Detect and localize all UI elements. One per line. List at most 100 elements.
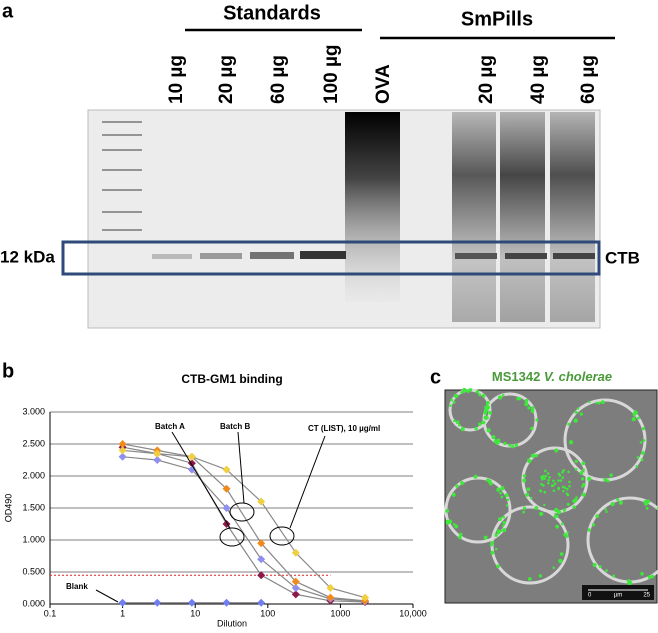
fluorescence-dot	[494, 547, 498, 551]
annotation: Batch A	[155, 422, 185, 431]
fluorescence-dot	[497, 531, 501, 535]
data-point	[326, 593, 335, 602]
fluorescence-dot	[504, 493, 509, 498]
fluorescence-dot	[499, 491, 503, 495]
fluorescence-dot	[552, 566, 555, 570]
fluorescence-dot	[637, 416, 641, 420]
data-point	[153, 598, 162, 607]
fluorescence-dot	[460, 481, 465, 486]
fluorescence-dot	[547, 478, 550, 482]
fluorescence-dot	[552, 479, 555, 483]
fluorescence-dot	[462, 387, 467, 392]
fluorescence-dot	[572, 505, 576, 509]
fluorescence-dot	[445, 519, 450, 524]
data-point	[257, 598, 266, 607]
fluorescence-dot	[481, 394, 485, 397]
series-line	[122, 456, 366, 603]
fluorescence-dot	[500, 486, 505, 491]
fluorescence-dot	[641, 427, 646, 431]
fluorescence-dot	[508, 443, 512, 447]
fluorescence-dot	[499, 529, 503, 533]
fluorescence-dot	[455, 420, 460, 425]
fluorescence-dot	[511, 445, 515, 449]
fluorescence-dot	[526, 487, 531, 492]
fluorescence-dot	[503, 441, 507, 446]
data-point	[118, 440, 127, 448]
fluorescence-dot	[506, 498, 510, 502]
fluorescence-dot	[530, 406, 535, 410]
fluorescence-dot	[539, 489, 542, 492]
data-point	[187, 598, 196, 607]
fluorescence-dot	[581, 485, 584, 488]
y-tick-label: 0.500	[22, 566, 45, 576]
fluorescence-dot	[548, 475, 551, 479]
fluorescence-dot	[610, 502, 615, 507]
fluorescence-dot	[544, 474, 548, 478]
fluorescence-dot	[597, 401, 601, 405]
data-point	[153, 449, 162, 458]
data-point	[153, 456, 162, 464]
x-tick-label: 10	[190, 608, 200, 618]
x-tick-label: 1000	[330, 608, 350, 618]
fluorescence-dot	[486, 428, 491, 433]
fluorescence-dot	[478, 422, 482, 426]
panel-label: a	[2, 0, 14, 22]
fluorescence-dot	[483, 535, 488, 540]
fluorescence-dot	[505, 504, 509, 507]
fluorescence-dot	[488, 411, 493, 415]
fluorescence-dot	[522, 478, 527, 483]
fluorescence-dot	[643, 500, 648, 505]
fluorescence-dot	[535, 418, 539, 422]
fluorescence-dot	[524, 402, 529, 407]
fluorescence-dot	[563, 486, 567, 489]
group-label: SmPills	[461, 8, 533, 30]
fluorescence-dot	[605, 569, 608, 573]
fluorescence-dot	[449, 520, 453, 524]
marker-label: 12 kDa	[0, 247, 55, 266]
data-point	[326, 584, 335, 592]
fluorescence-dot	[650, 574, 655, 579]
series-line	[122, 446, 366, 603]
fluorescence-dot	[496, 439, 501, 444]
scale-text: 0	[588, 593, 592, 599]
fluorescence-dot	[550, 484, 554, 488]
micrograph	[444, 389, 658, 604]
band-label: CTB	[605, 248, 640, 267]
fluorescence-dot	[525, 492, 530, 497]
fluorescence-dot	[552, 489, 556, 493]
fluorescence-dot	[460, 391, 464, 394]
fluorescence-dot	[527, 458, 531, 462]
fluorescence-dot	[540, 482, 543, 486]
fluorescence-dot	[544, 469, 547, 473]
bands	[152, 251, 595, 259]
data-point	[257, 497, 266, 506]
fluorescence-dot	[557, 479, 560, 482]
lane-label: 20 µg	[476, 55, 497, 104]
group-label: Standards	[223, 2, 321, 24]
lane-label: 40 µg	[528, 55, 549, 104]
fluorescence-dot	[579, 471, 584, 475]
fluorescence-dot	[555, 514, 559, 518]
y-tick-label: 3.000	[22, 406, 45, 416]
lane-label: 60 µg	[268, 55, 289, 104]
fluorescence-dot	[573, 498, 578, 502]
fluorescence-dot	[502, 515, 506, 519]
fluorescence-dot	[566, 487, 569, 491]
fluorescence-dot	[501, 524, 505, 528]
fluorescence-dot	[542, 474, 545, 478]
data-point	[222, 484, 231, 493]
fluorescence-dot	[568, 480, 571, 484]
lane-label: 60 µg	[578, 55, 599, 104]
fluorescence-dot	[558, 558, 563, 564]
scale-text: µm	[614, 593, 622, 599]
fluorescence-dot	[561, 476, 565, 479]
fluorescence-dot	[576, 407, 580, 410]
fluorescence-dot	[543, 490, 547, 494]
fluorescence-dot	[639, 441, 643, 444]
fluorescence-dot	[604, 508, 607, 511]
fluorescence-dot	[450, 398, 454, 402]
fluorescence-dot	[453, 419, 456, 423]
fluorescence-dot	[586, 476, 592, 481]
fluorescence-dot	[540, 477, 544, 481]
fluorescence-dot	[640, 572, 644, 576]
